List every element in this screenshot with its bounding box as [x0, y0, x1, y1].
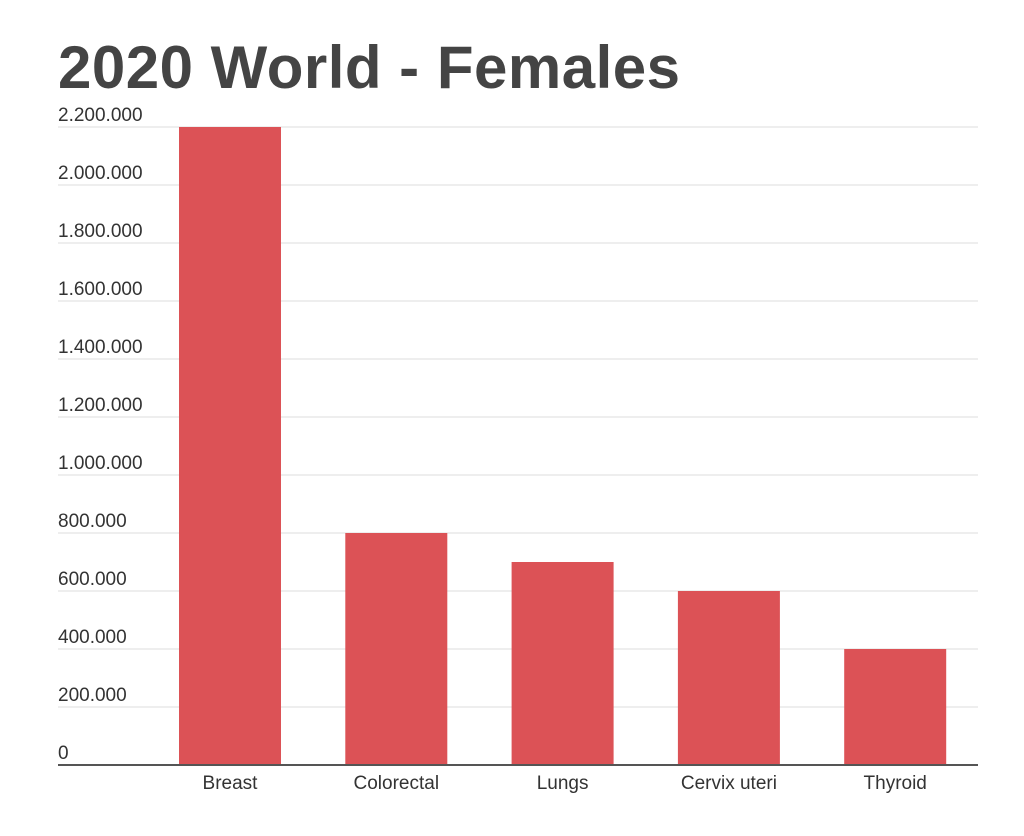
bar-cervix-uteri	[677, 591, 780, 765]
x-tick-label: Colorectal	[354, 773, 440, 794]
y-tick-label: 2.000.000	[58, 163, 143, 184]
y-tick-label: 600.000	[58, 569, 127, 590]
y-tick-label: 1.800.000	[58, 221, 143, 242]
y-tick-label: 200.000	[58, 685, 127, 706]
bars	[179, 127, 947, 765]
x-axis-tick-labels: Breast Colorectal Lungs Cervix uteri Thyroid	[203, 773, 927, 794]
y-tick-label: 1.000.000	[58, 453, 143, 474]
chart-title: 2020 World - Females	[58, 34, 681, 101]
y-tick-label: 1.200.000	[58, 395, 143, 416]
y-tick-label: 400.000	[58, 627, 127, 648]
x-tick-label: Cervix uteri	[681, 773, 777, 794]
y-tick-label: 1.400.000	[58, 337, 143, 358]
y-axis-tick-labels: 0 200.000 400.000 600.000 800.000 1.000.000 1.…	[58, 105, 143, 764]
bar-lungs	[511, 562, 614, 765]
y-tick-label: 0	[58, 743, 69, 764]
x-tick-label: Breast	[203, 773, 259, 794]
bar-colorectal	[345, 533, 448, 765]
bar-thyroid	[844, 649, 947, 765]
y-tick-label: 1.600.000	[58, 279, 143, 300]
x-tick-label: Thyroid	[864, 773, 927, 794]
bar-breast	[179, 127, 281, 765]
x-tick-label: Lungs	[537, 773, 589, 794]
y-tick-label: 2.200.000	[58, 105, 143, 126]
y-tick-label: 800.000	[58, 511, 127, 532]
